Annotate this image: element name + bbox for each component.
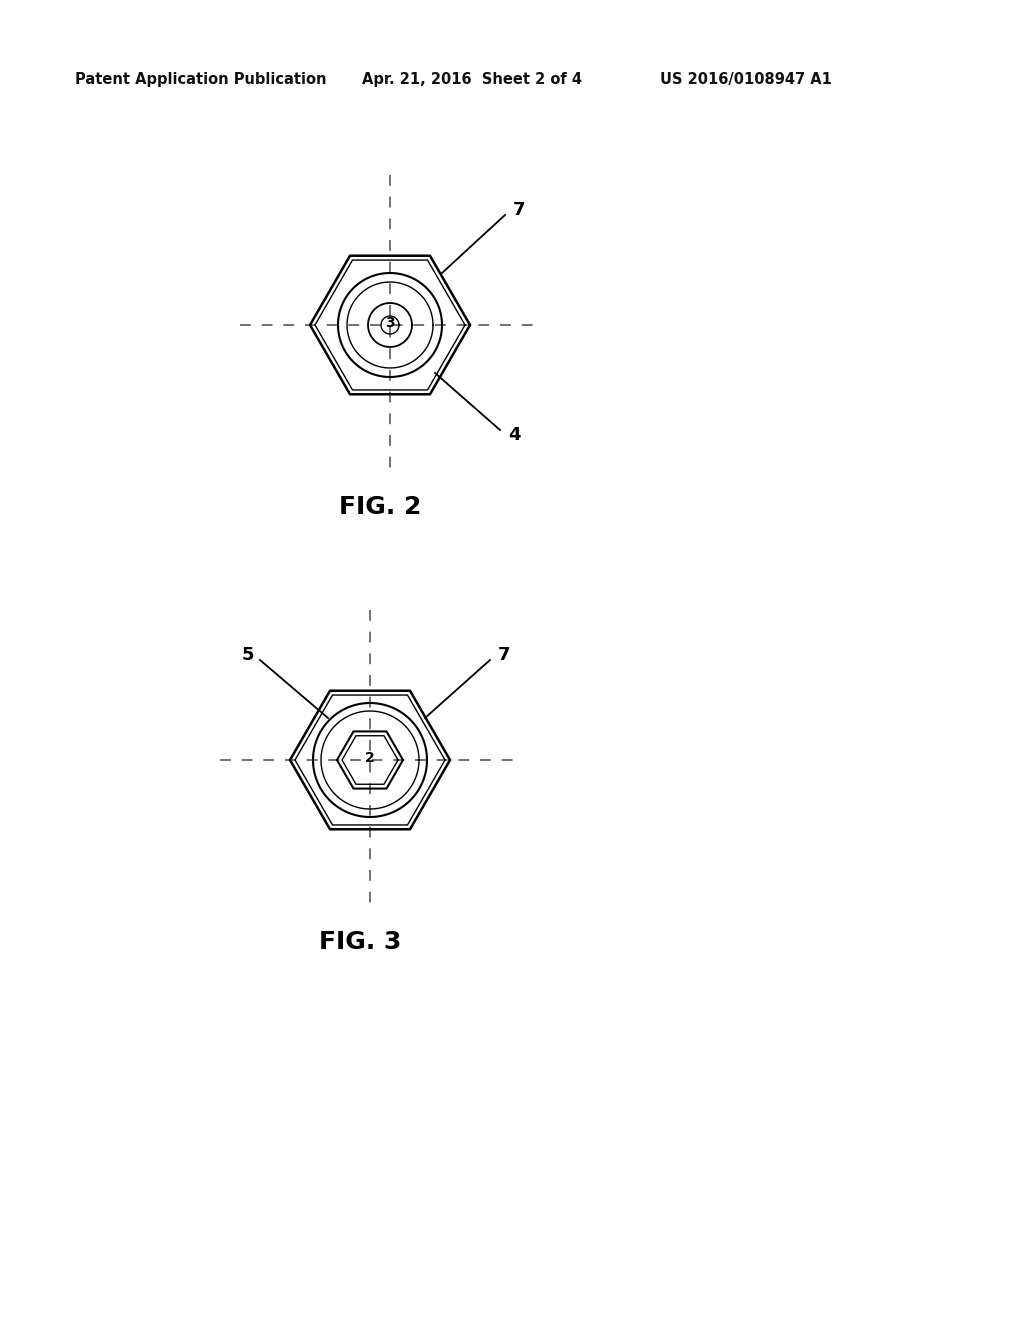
Text: 3: 3 xyxy=(385,315,395,330)
Text: FIG. 2: FIG. 2 xyxy=(339,495,421,519)
Text: 5: 5 xyxy=(242,645,255,664)
Text: 4: 4 xyxy=(508,426,520,444)
Text: 7: 7 xyxy=(498,645,511,664)
Text: 2: 2 xyxy=(366,751,375,766)
Text: FIG. 3: FIG. 3 xyxy=(318,931,401,954)
Text: 7: 7 xyxy=(513,201,525,219)
Text: Patent Application Publication: Patent Application Publication xyxy=(75,73,327,87)
Text: US 2016/0108947 A1: US 2016/0108947 A1 xyxy=(660,73,831,87)
Text: Apr. 21, 2016  Sheet 2 of 4: Apr. 21, 2016 Sheet 2 of 4 xyxy=(362,73,582,87)
